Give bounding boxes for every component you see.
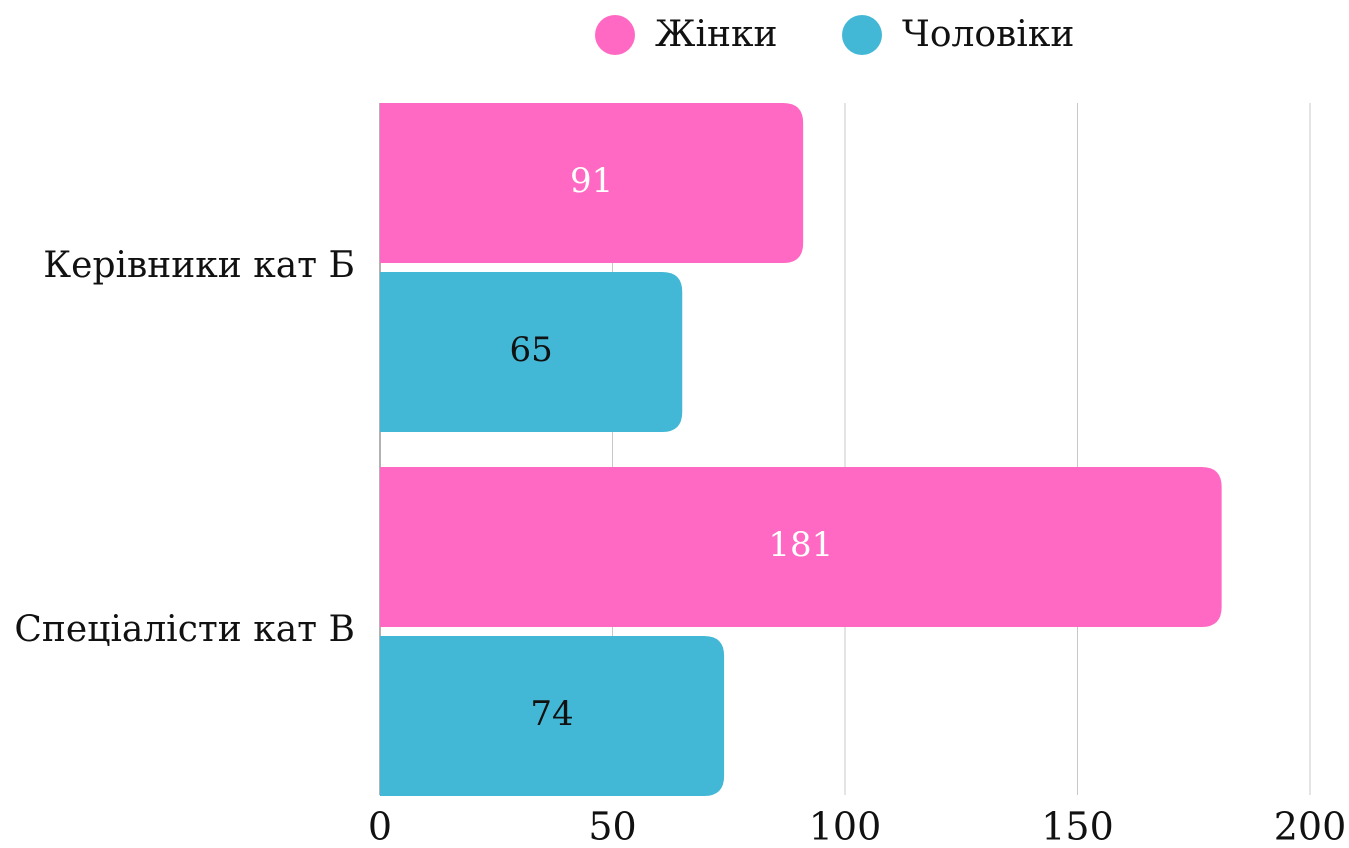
data-label: 91 [570, 161, 613, 201]
x-tick-label: 100 [809, 805, 882, 848]
legend-label: Чоловіки [902, 14, 1074, 55]
y-tick-label: Спеціалісти кат В [14, 609, 355, 650]
x-tick-label: 0 [368, 805, 392, 848]
legend-label: Жінки [655, 14, 777, 55]
x-tick-label: 150 [1041, 805, 1114, 848]
data-label: 74 [530, 694, 573, 734]
data-label: 181 [768, 525, 833, 565]
bar [380, 272, 683, 432]
data-label: 65 [509, 330, 552, 370]
bar [380, 103, 804, 263]
bar [380, 467, 1222, 627]
legend-swatch [842, 15, 882, 55]
legend-swatch [595, 15, 635, 55]
x-tick-label: 200 [1274, 805, 1347, 848]
x-tick-label: 50 [588, 805, 636, 848]
y-tick-label: Керівники кат Б [43, 245, 355, 286]
bar [380, 636, 725, 796]
